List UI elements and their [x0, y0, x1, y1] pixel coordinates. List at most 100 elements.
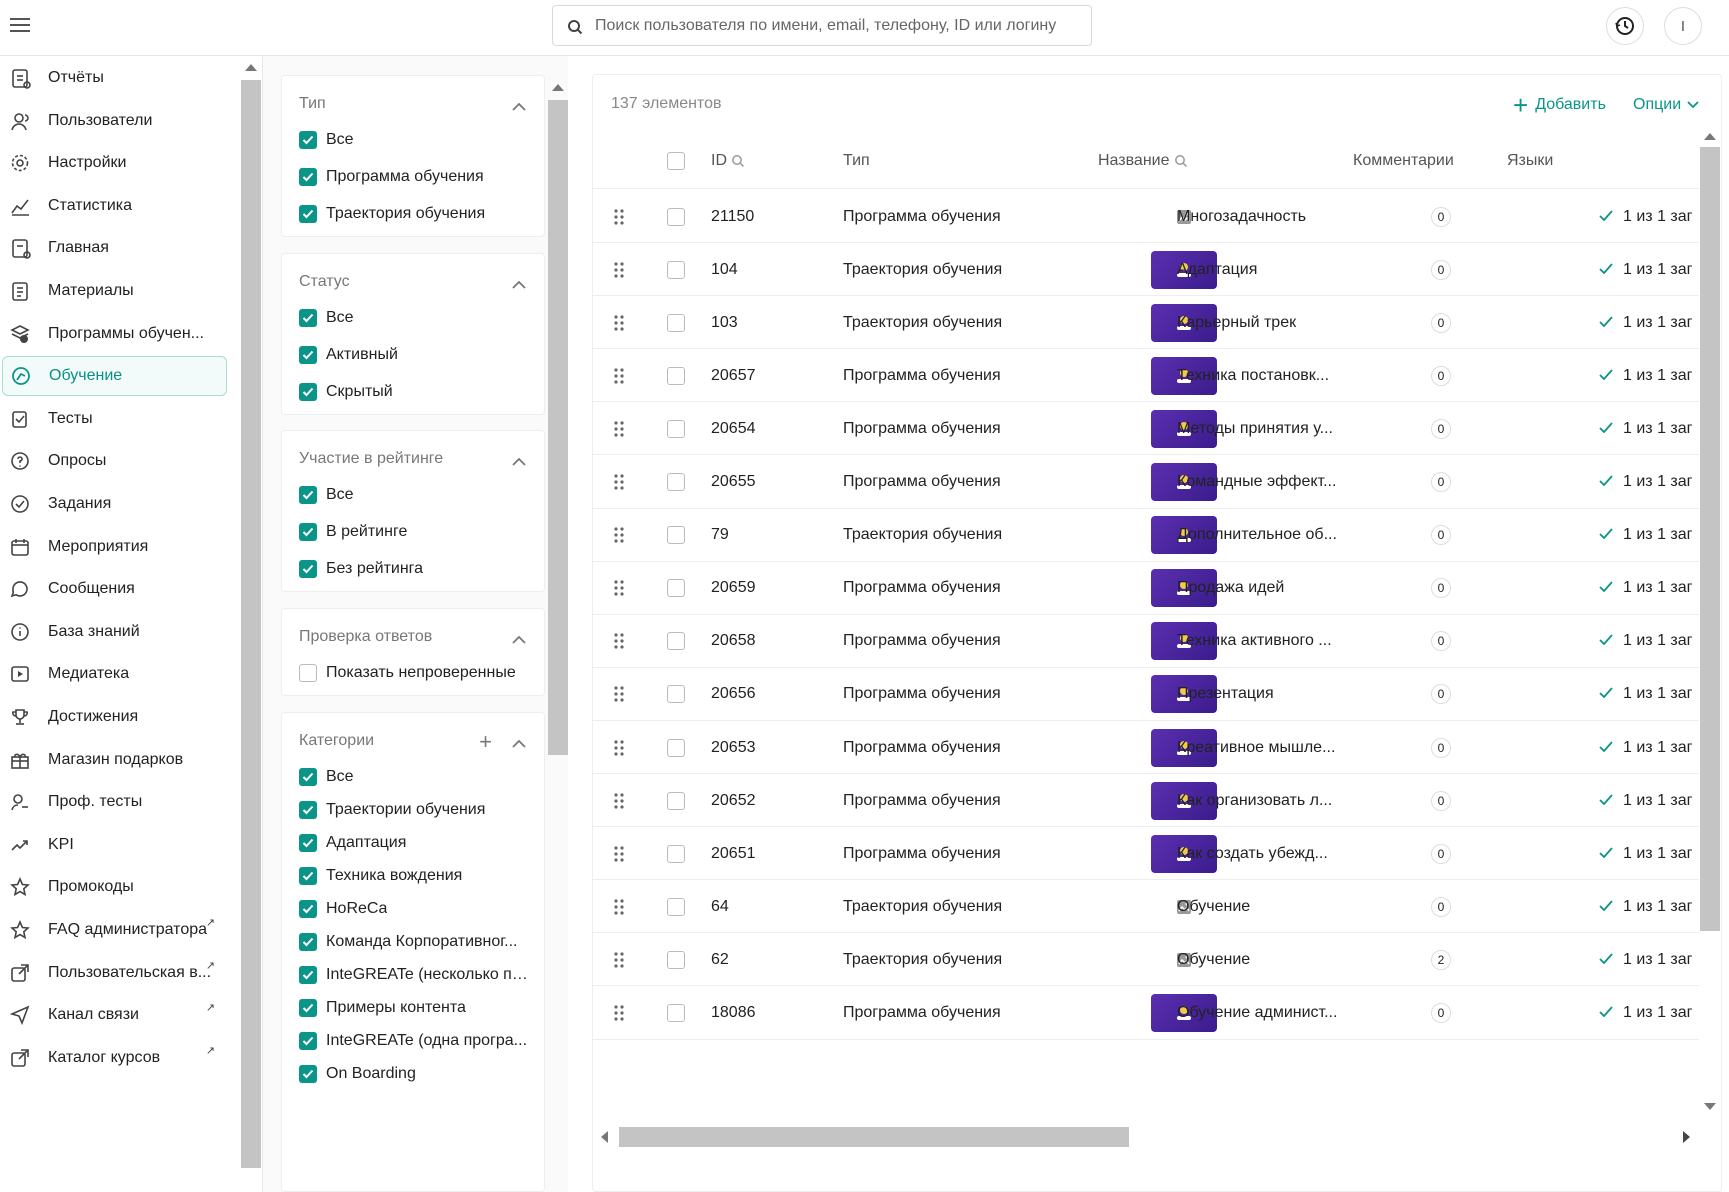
filter-option[interactable]: Техника вождения	[299, 864, 462, 888]
sidebar-item-23[interactable]: Каталог курсов ↗	[2, 1038, 227, 1078]
checkbox[interactable]	[299, 523, 317, 541]
chevron-up-icon[interactable]	[512, 276, 526, 294]
table-row[interactable]: 104 Траектория обучения Адаптация 0 1 из 1 з…	[593, 243, 1699, 297]
drag-handle-icon[interactable]	[613, 562, 625, 615]
drag-handle-icon[interactable]	[613, 402, 625, 455]
row-checkbox[interactable]	[667, 190, 685, 243]
scroll-up-arrow[interactable]	[245, 64, 257, 71]
table-row[interactable]: 20657 Программа обучения Техника постановк…	[593, 349, 1699, 403]
search-icon[interactable]	[731, 154, 745, 168]
scroll-up-arrow[interactable]	[1704, 133, 1716, 140]
sidebar-scrollbar[interactable]	[240, 58, 262, 1178]
checkbox[interactable]	[299, 346, 317, 364]
checkbox[interactable]	[299, 309, 317, 327]
scroll-left-arrow[interactable]	[601, 1131, 608, 1143]
sidebar-item-18[interactable]: KPI	[2, 825, 227, 865]
filter-option[interactable]: On Boarding	[299, 1062, 416, 1086]
scroll-down-arrow[interactable]	[1704, 1103, 1716, 1110]
scrollbar-thumb[interactable]	[241, 80, 261, 1168]
sidebar-item-22[interactable]: Канал связи ↗	[2, 995, 227, 1035]
checkbox[interactable]	[299, 383, 317, 401]
filter-option[interactable]: InteGREATe (одна програ...	[299, 1029, 527, 1053]
filter-option[interactable]: Команда Корпоративног...	[299, 930, 517, 954]
filter-option[interactable]: Траектория обучения	[299, 202, 485, 226]
checkbox[interactable]	[299, 205, 317, 223]
filter-option[interactable]: Все	[299, 128, 354, 152]
drag-handle-icon[interactable]	[613, 933, 625, 986]
chevron-up-icon[interactable]	[512, 98, 526, 116]
sidebar-item-21[interactable]: Пользовательская в... ↗	[2, 953, 227, 993]
column-comments[interactable]: Комментарии	[1353, 133, 1454, 189]
search-icon[interactable]	[1174, 154, 1188, 168]
filter-option[interactable]: Все	[299, 483, 354, 507]
scroll-right-arrow[interactable]	[1683, 1131, 1690, 1143]
column-name[interactable]: Название	[1098, 133, 1188, 189]
table-row[interactable]: 20658 Программа обучения Техника активного…	[593, 615, 1699, 668]
scrollbar-thumb[interactable]	[1700, 147, 1720, 931]
table-row[interactable]: 18086 Программа обучения Обучение админист…	[593, 987, 1699, 1040]
filter-option[interactable]: Показать непроверенные	[299, 661, 516, 685]
drag-handle-icon[interactable]	[613, 880, 625, 933]
filter-option[interactable]: Скрытый	[299, 380, 393, 404]
checkbox[interactable]	[299, 131, 317, 149]
table-row[interactable]: 21150 Программа обучения Многозадачность 0 1…	[593, 190, 1699, 243]
history-button[interactable]	[1606, 7, 1644, 45]
column-languages[interactable]: Языки	[1507, 133, 1553, 189]
avatar[interactable]: I	[1664, 7, 1702, 45]
table-row[interactable]: 20652 Программа обучения Как организовать …	[593, 774, 1699, 828]
table-row[interactable]: 20656 Программа обучения Презентация 0 1 из …	[593, 668, 1699, 721]
sidebar-item-8[interactable]: Тесты	[2, 399, 227, 439]
row-checkbox[interactable]	[667, 668, 685, 721]
sidebar-item-4[interactable]: Главная	[2, 228, 227, 268]
sidebar-item-13[interactable]: База знаний	[2, 612, 227, 652]
sidebar-item-10[interactable]: Задания	[2, 484, 227, 524]
sidebar-item-11[interactable]: Мероприятия	[2, 527, 227, 567]
options-button[interactable]: Опции	[1633, 89, 1699, 121]
row-checkbox[interactable]	[667, 774, 685, 827]
table-row[interactable]: 20655 Программа обучения Командные эффект.…	[593, 456, 1699, 509]
drag-handle-icon[interactable]	[613, 721, 625, 774]
scrollbar-thumb[interactable]	[548, 100, 568, 755]
checkbox[interactable]	[299, 1065, 317, 1083]
sidebar-item-0[interactable]: Отчёты	[2, 58, 227, 98]
table-row[interactable]: 20653 Программа обучения Креативное мышле.…	[593, 721, 1699, 774]
drag-handle-icon[interactable]	[613, 243, 625, 296]
checkbox[interactable]	[299, 1032, 317, 1050]
sidebar-item-5[interactable]: Материалы	[2, 271, 227, 311]
sidebar-item-19[interactable]: Промокоды	[2, 867, 227, 907]
scroll-up-arrow[interactable]	[552, 84, 564, 91]
filter-option[interactable]: HoReCa	[299, 897, 387, 921]
table-row[interactable]: 64 Траектория обучения Обучение 0 1 из 1 заг	[593, 880, 1699, 934]
filter-option[interactable]: Программа обучения	[299, 165, 484, 189]
checkbox[interactable]	[299, 900, 317, 918]
row-checkbox[interactable]	[667, 880, 685, 933]
filters-scrollbar[interactable]	[548, 76, 568, 766]
checkbox[interactable]	[299, 999, 317, 1017]
drag-handle-icon[interactable]	[613, 509, 625, 562]
sidebar-item-6[interactable]: Программы обучен...	[2, 314, 227, 354]
filter-option[interactable]: Активный	[299, 343, 398, 367]
filter-option[interactable]: Адаптация	[299, 831, 406, 855]
filter-option[interactable]: Все	[299, 765, 354, 789]
sidebar-item-12[interactable]: Сообщения	[2, 569, 227, 609]
sidebar-item-20[interactable]: FAQ администратора ↗	[2, 910, 227, 950]
table-row[interactable]: 20659 Программа обучения Продажа идей 0 1 из…	[593, 562, 1699, 615]
checkbox[interactable]	[299, 768, 317, 786]
row-checkbox[interactable]	[667, 987, 685, 1040]
filter-option[interactable]: Примеры контента	[299, 996, 466, 1020]
drag-handle-icon[interactable]	[613, 987, 625, 1040]
column-id[interactable]: ID	[711, 133, 745, 189]
column-type[interactable]: Тип	[843, 133, 870, 189]
checkbox[interactable]	[299, 801, 317, 819]
filter-option[interactable]: В рейтинге	[299, 520, 407, 544]
table-row[interactable]: 103 Траектория обучения Карьерный трек 0 1 и…	[593, 296, 1699, 350]
row-checkbox[interactable]	[667, 456, 685, 509]
user-search[interactable]	[552, 5, 1092, 46]
drag-handle-icon[interactable]	[613, 296, 625, 349]
table-scrollbar[interactable]	[1699, 133, 1721, 1133]
checkbox[interactable]	[299, 966, 317, 984]
filter-option[interactable]: InteGREATe (несколько пр...	[299, 963, 531, 987]
checkbox[interactable]	[299, 168, 317, 186]
add-button[interactable]: + Добавить	[1513, 89, 1606, 121]
row-checkbox[interactable]	[667, 296, 685, 349]
